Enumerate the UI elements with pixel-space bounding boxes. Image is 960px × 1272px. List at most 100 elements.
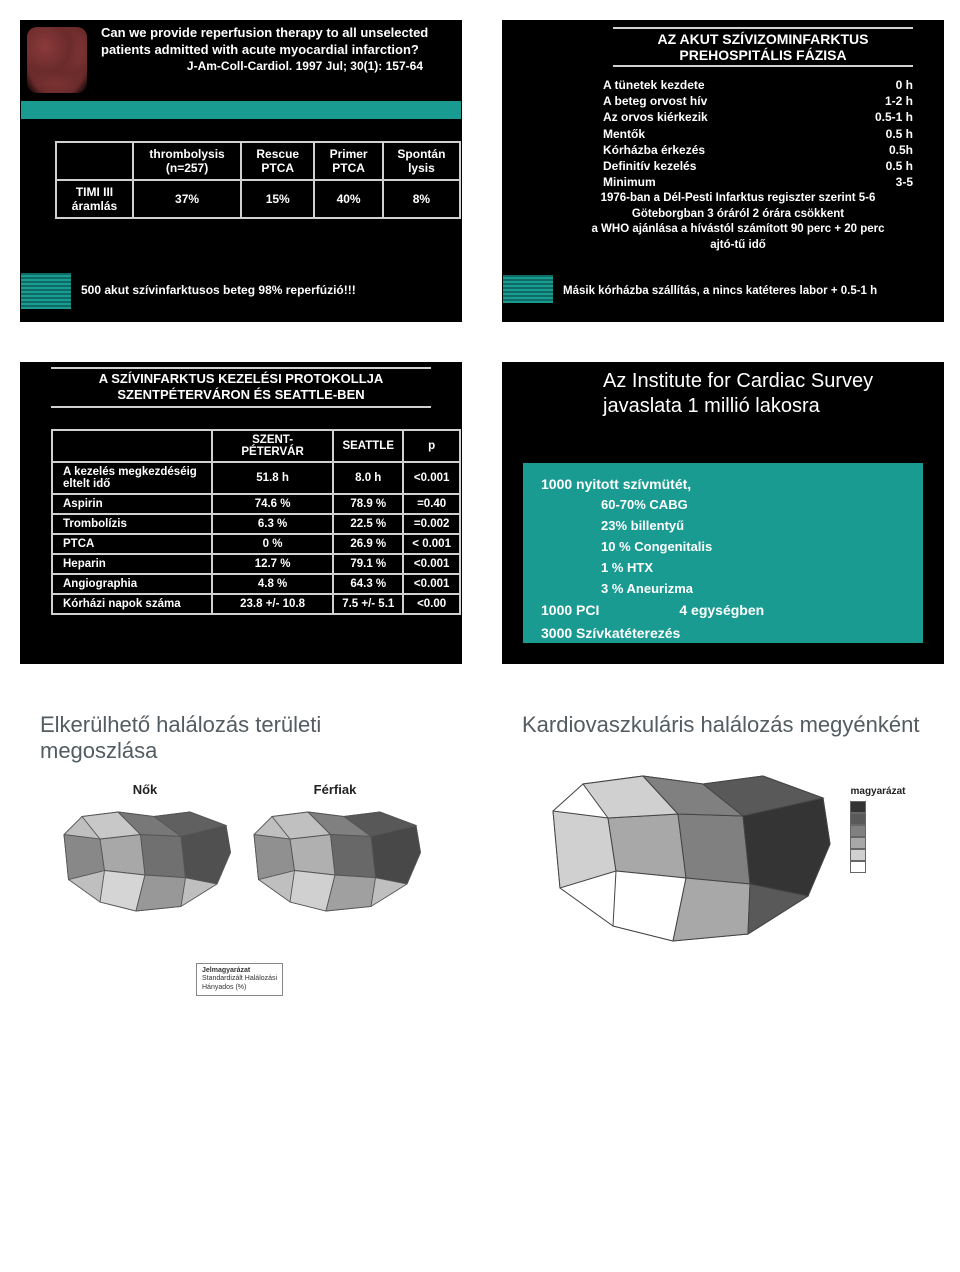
- s2-bottom-note: Másik kórházba szállítás, a nincs katéte…: [563, 285, 923, 297]
- r3-sea: 26.9 %: [333, 534, 403, 554]
- r5-l: Angiographia: [52, 574, 212, 594]
- slide-reperfusion: Can we provide reperfusion therapy to al…: [20, 20, 462, 322]
- s3-title-2: SZENTPÉTERVÁRON ÉS SEATTLE-BEN: [51, 387, 431, 403]
- slide-prehospital: AZ AKUT SZÍVIZOMINFARKTUS PREHOSPITÁLIS …: [502, 20, 944, 322]
- r5-sp: 4.8 %: [212, 574, 333, 594]
- sw-4: [850, 849, 866, 861]
- s2-note3: a WHO ajánlása a hívástól számított 90 p…: [563, 222, 913, 238]
- s1-title: Can we provide reperfusion therapy to al…: [101, 25, 435, 59]
- s1-subtitle: J-Am-Coll-Cardiol. 1997 Jul; 30(1): 157-…: [101, 59, 435, 73]
- hungary-map-men: [245, 797, 425, 917]
- s2-title-1: AZ AKUT SZÍVIZOMINFARKTUS: [619, 31, 907, 47]
- col-rescue: Rescue PTCA: [241, 142, 314, 180]
- ev-6-label: Minimum: [603, 174, 656, 190]
- r4-l: Heparin: [52, 554, 212, 574]
- ev-4-val: 0.5h: [889, 142, 913, 158]
- ev-5-val: 0.5 h: [886, 158, 913, 174]
- r6-sea: 7.5 +/- 5.1: [333, 594, 403, 614]
- heart-illustration: [27, 27, 87, 93]
- s4-line1: 1000 nyitott szívmütét,: [541, 473, 905, 495]
- s4-line3: 3000 Szívkatéterezés: [541, 622, 905, 644]
- s4-title: Az Institute for Cardiac Survey javaslat…: [603, 369, 923, 419]
- s4-sub5: 3 % Aneurizma: [541, 579, 905, 600]
- s2-note1: 1976-ban a Dél-Pesti Infarktus regiszter…: [563, 191, 913, 207]
- ev-3-label: Mentők: [603, 126, 645, 142]
- ev-0-val: 0 h: [896, 77, 913, 93]
- r1-p: =0.40: [403, 494, 460, 514]
- s1-footer-text: 500 akut szívinfarktusos beteg 98% reper…: [81, 283, 451, 297]
- s3-title-1: A SZÍVINFARKTUS KEZELÉSI PROTOKOLLJA: [51, 371, 431, 387]
- sw-5: [850, 861, 866, 873]
- val-spontan: 8%: [383, 180, 460, 218]
- s6-title: Kardiovaszkuláris halálozás megyénként: [502, 704, 942, 746]
- leg-sub1: Standardizált Halálozási: [202, 975, 277, 983]
- r6-l: Kórházi napok száma: [52, 594, 212, 614]
- s4-line2b: 4 egységben: [679, 599, 764, 621]
- sw-0: [850, 801, 866, 813]
- slide-avoidable-mortality: Elkerülhető halálozás területi megoszlás…: [20, 704, 460, 1004]
- s2-note2: Göteborgban 3 óráról 2 órára csökkent: [563, 207, 913, 223]
- stripe-accent: [503, 275, 553, 303]
- col-thrombolysis: thrombolysis (n=257): [133, 142, 241, 180]
- h-sea: SEATTLE: [333, 430, 403, 462]
- s6-wrap: magyarázat: [502, 746, 942, 946]
- s4-line2a: 1000 PCI: [541, 599, 599, 621]
- ev-5-label: Definitív kezelés: [603, 158, 696, 174]
- col-spontan: Spontán lysis: [383, 142, 460, 180]
- reperfusion-table: thrombolysis (n=257) Rescue PTCA Primer …: [55, 141, 461, 219]
- hungary-map-women: [55, 797, 235, 917]
- r0-sea: 8.0 h: [333, 462, 403, 494]
- hungary-map-counties: [538, 756, 838, 946]
- leg6-title: magyarázat: [850, 786, 905, 797]
- leg-sub2: Hányados (%): [202, 984, 277, 992]
- s2-notes: 1976-ban a Dél-Pesti Infarktus regiszter…: [563, 191, 913, 253]
- sw-1: [850, 813, 866, 825]
- r1-sea: 78.9 %: [333, 494, 403, 514]
- r2-sea: 22.5 %: [333, 514, 403, 534]
- cap-women: Nők: [55, 782, 235, 797]
- s5-title: Elkerülhető halálozás területi megoszlás…: [20, 704, 460, 772]
- map-row: Nők Férf: [20, 772, 460, 917]
- r4-sea: 79.1 %: [333, 554, 403, 574]
- county-legend: magyarázat: [850, 756, 905, 946]
- ev-1-val: 1-2 h: [885, 93, 913, 109]
- s2-note4: ajtó-tű idő: [563, 238, 913, 254]
- cap-men: Férfiak: [245, 782, 425, 797]
- r6-sp: 23.8 +/- 10.8: [212, 594, 333, 614]
- s4-content: 1000 nyitott szívmütét, 60-70% CABG 23% …: [523, 463, 923, 643]
- ev-3-val: 0.5 h: [886, 126, 913, 142]
- col-blank: [56, 142, 133, 180]
- s1-title-wrap: Can we provide reperfusion therapy to al…: [21, 21, 461, 77]
- s2-title-box: AZ AKUT SZÍVIZOMINFARKTUS PREHOSPITÁLIS …: [613, 27, 913, 67]
- s4-sub3: 10 % Congenitalis: [541, 537, 905, 558]
- r5-p: <0.001: [403, 574, 460, 594]
- sw-2: [850, 825, 866, 837]
- s3-title-box: A SZÍVINFARKTUS KEZELÉSI PROTOKOLLJA SZE…: [51, 367, 431, 408]
- col-primer: Primer PTCA: [314, 142, 383, 180]
- sw-3: [850, 837, 866, 849]
- ev-0-label: A tünetek kezdete: [603, 77, 705, 93]
- r0-p: <0.001: [403, 462, 460, 494]
- protocol-table: SZENT-PÉTERVÁR SEATTLE p A kezelés megke…: [51, 429, 461, 615]
- val-thrombolysis: 37%: [133, 180, 241, 218]
- h-sp: SZENT-PÉTERVÁR: [212, 430, 333, 462]
- slide-cardio-mortality: Kardiovaszkuláris halálozás megyénként: [502, 704, 942, 1004]
- s2-title-2: PREHOSPITÁLIS FÁZISA: [619, 47, 907, 63]
- ev-6-val: 3-5: [896, 174, 913, 190]
- r2-l: Trombolízis: [52, 514, 212, 534]
- r0-sp: 51.8 h: [212, 462, 333, 494]
- ev-2-val: 0.5-1 h: [875, 109, 913, 125]
- ev-1-label: A beteg orvost hív: [603, 93, 707, 109]
- stripe-accent: [21, 273, 71, 309]
- r3-sp: 0 %: [212, 534, 333, 554]
- h-p: p: [403, 430, 460, 462]
- s4-sub4: 1 % HTX: [541, 558, 905, 579]
- row-label: TIMI III áramlás: [56, 180, 133, 218]
- r5-sea: 64.3 %: [333, 574, 403, 594]
- r3-l: PTCA: [52, 534, 212, 554]
- s1-footer-wrap: 500 akut szívinfarktusos beteg 98% reper…: [21, 273, 461, 309]
- val-rescue: 15%: [241, 180, 314, 218]
- r0-l: A kezelés megkezdéséig eltelt idő: [52, 462, 212, 494]
- s4-sub2: 23% billentyű: [541, 516, 905, 537]
- val-primer: 40%: [314, 180, 383, 218]
